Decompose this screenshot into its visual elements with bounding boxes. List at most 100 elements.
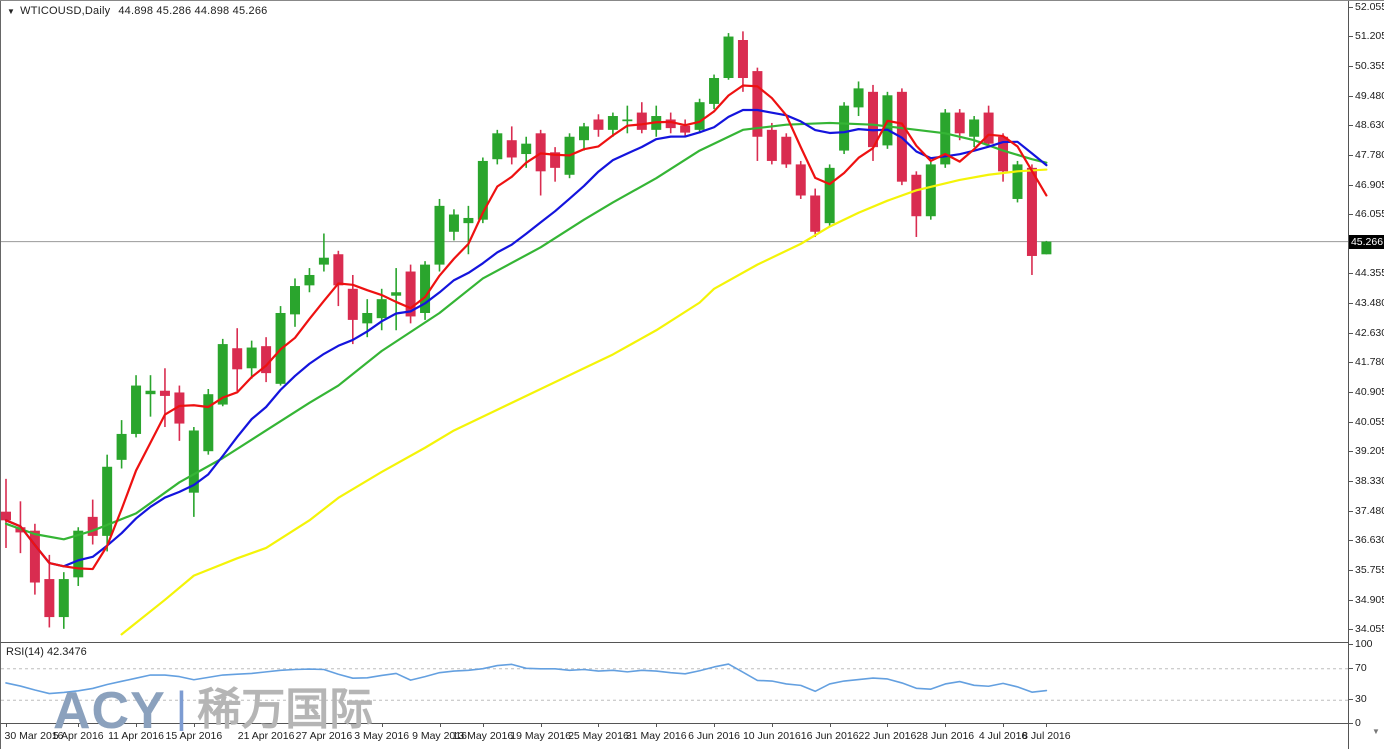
candle[interactable] [333, 250, 344, 307]
price-axis-tick [1349, 510, 1353, 512]
rsi-chart-canvas[interactable] [1, 643, 1349, 724]
candle[interactable] [911, 171, 922, 237]
date-axis-label: 28 Jun 2016 [916, 730, 975, 742]
price-axis-label: 34.905 [1355, 593, 1384, 606]
symbol-title[interactable]: ▼ WTICOUSD,Daily 44.898 45.286 44.898 45.2… [7, 5, 267, 17]
candle[interactable] [232, 328, 243, 392]
date-axis-tick [136, 724, 138, 727]
price-axis-label: 44.355 [1355, 267, 1384, 280]
date-axis[interactable]: 30 Mar 2016 5 Apr 2016 11 Apr 2016 15 Apr 2… [0, 723, 1348, 749]
candle[interactable] [795, 160, 806, 199]
candle[interactable] [318, 233, 329, 272]
price-axis-tick [1349, 451, 1353, 453]
candle[interactable] [73, 527, 84, 586]
candle[interactable] [347, 274, 358, 345]
rsi-axis-tick [1349, 699, 1353, 701]
candle[interactable] [1041, 240, 1052, 255]
candle[interactable] [58, 572, 69, 629]
candle[interactable] [174, 385, 185, 441]
rsi-axis-tick [1349, 667, 1353, 669]
candle[interactable] [622, 105, 633, 134]
candle[interactable] [839, 102, 850, 155]
candle[interactable] [391, 268, 402, 331]
candle[interactable] [940, 109, 951, 168]
candle[interactable] [579, 122, 589, 151]
acy-logo: ACY [53, 682, 166, 740]
candle[interactable] [593, 114, 604, 137]
date-axis-label: 21 Apr 2016 [237, 730, 295, 742]
candle[interactable] [405, 264, 416, 324]
candle[interactable] [723, 33, 734, 80]
candle[interactable] [1, 478, 11, 548]
candle[interactable] [290, 278, 300, 327]
candle[interactable] [752, 67, 763, 161]
candle[interactable] [694, 98, 705, 134]
candle[interactable] [304, 268, 315, 293]
candle[interactable] [44, 554, 55, 628]
date-axis-label: 3 May 2016 [354, 730, 410, 742]
candle[interactable] [853, 81, 864, 117]
candle[interactable] [680, 119, 691, 137]
rsi-axis-tick [1349, 723, 1353, 724]
candle[interactable] [492, 129, 503, 165]
candle[interactable] [983, 105, 994, 148]
candle[interactable] [159, 368, 170, 428]
ma-fast-line [4, 84, 1048, 571]
ma-slowest-line [120, 168, 1048, 636]
price-axis[interactable]: 45.266 52.055 51.205 50.355 49.480 48.630 47.… [1348, 1, 1384, 749]
candle[interactable] [550, 147, 561, 182]
candle[interactable] [87, 499, 98, 545]
candle[interactable] [102, 454, 113, 552]
rsi-indicator-pane[interactable]: RSI(14) 42.3476 [0, 642, 1349, 724]
candle[interactable] [607, 112, 618, 137]
candle[interactable] [954, 109, 965, 141]
watermark-separator: | [175, 683, 188, 732]
chevron-down-icon[interactable]: ▼ [7, 7, 16, 16]
candle[interactable] [203, 389, 214, 455]
date-axis-label: 11 Apr 2016 [108, 730, 164, 742]
symbol-name: WTICOUSD,Daily [20, 5, 111, 17]
candle[interactable] [29, 523, 40, 595]
candle[interactable] [709, 74, 720, 110]
date-axis-tick [771, 724, 773, 727]
date-axis-tick [540, 724, 542, 727]
candle[interactable] [737, 31, 748, 92]
candle[interactable] [1012, 160, 1023, 203]
candle[interactable] [463, 205, 474, 255]
candle[interactable] [131, 375, 142, 438]
candle[interactable] [188, 427, 199, 517]
candle[interactable] [925, 160, 936, 220]
date-axis-label: 9 May 2016 [412, 730, 467, 742]
price-axis-label: 46.055 [1355, 208, 1384, 221]
candle[interactable] [434, 198, 445, 272]
current-price-tag: 45.266 [1349, 234, 1384, 249]
candle[interactable] [145, 375, 156, 417]
price-axis-tick [1349, 65, 1353, 67]
candle[interactable] [116, 420, 127, 469]
candle[interactable] [246, 340, 257, 379]
candle[interactable] [824, 164, 835, 227]
main-chart-pane[interactable]: ▼ WTICOUSD,Daily 44.898 45.286 44.898 45.2… [0, 1, 1349, 740]
date-axis-label: 27 Apr 2016 [295, 730, 353, 742]
candle[interactable] [420, 261, 431, 320]
candle[interactable] [261, 337, 272, 383]
candle[interactable] [766, 122, 777, 165]
candle[interactable] [506, 126, 517, 165]
candle[interactable] [781, 133, 792, 168]
candlestick-chart-canvas[interactable] [1, 1, 1349, 642]
date-axis-tick [714, 724, 716, 727]
chart-end-marker-icon: ▼ [1372, 727, 1380, 736]
rsi-value: 42.3476 [46, 646, 87, 658]
price-axis-tick [1349, 7, 1353, 8]
candle[interactable] [1026, 164, 1037, 275]
ma-medium-line [4, 108, 1048, 568]
price-axis-tick [1349, 273, 1353, 275]
candle[interactable] [535, 129, 546, 196]
price-axis-label: 40.055 [1355, 415, 1384, 428]
candle[interactable] [636, 102, 647, 134]
candle[interactable] [448, 209, 459, 241]
candle[interactable] [810, 188, 821, 237]
candle[interactable] [969, 116, 980, 148]
candle[interactable] [217, 338, 228, 407]
